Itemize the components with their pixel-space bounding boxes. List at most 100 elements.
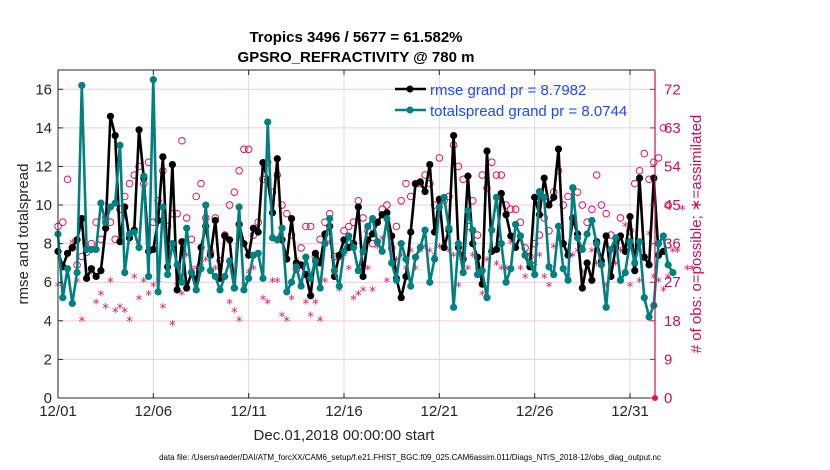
totalspread-point [450,303,458,311]
possible-obs-point [559,201,568,209]
totalspread-point [497,240,505,248]
totalspread-point [97,199,105,207]
totalspread-point [307,274,315,282]
assimilated-obs-point: * [651,272,658,287]
totalspread-point [454,240,462,248]
totalspread-point [469,226,477,234]
totalspread-point [221,272,229,281]
y-tick-label: 12 [35,158,52,175]
x-tick-label: 12/21 [421,403,459,420]
possible-obs-point [182,214,191,222]
assimilated-obs-point: * [636,276,643,291]
totalspread-point [573,234,582,242]
totalspread-point [426,278,434,286]
totalspread-point [68,299,76,308]
rmse-point [135,126,143,134]
possible-obs-point [588,205,596,214]
y-tick-label: 16 [35,81,52,98]
assimilated-obs-point: * [627,281,634,296]
rmse-point [287,214,296,223]
totalspread-point [230,284,238,292]
rmse-point [221,232,229,240]
totalspread-point [516,232,524,240]
rmse-point [168,160,176,169]
rmse-point [68,243,76,252]
totalspread-point [335,282,343,290]
totalspread-point [297,282,305,290]
assimilated-obs-point: * [307,311,314,326]
assimilated-obs-point: * [203,255,210,270]
assimilated-obs-point: * [274,276,281,291]
right-y-tick-label: 72 [664,81,681,98]
assimilated-obs-point: * [326,238,333,253]
assimilated-obs-point: * [160,302,167,317]
legend-totalspread-label: totalspread grand pr = 8.0744 [430,103,627,120]
assimilated-obs-point: * [603,281,610,296]
possible-obs-point [664,201,672,209]
assimilated-obs-point: * [479,289,486,304]
x-tick-label: 12/26 [516,403,554,420]
possible-obs-point [297,244,305,252]
totalspread-point [278,224,286,232]
assimilated-obs-point: * [131,272,138,287]
rmse-point [178,238,186,246]
totalspread-point [254,249,262,257]
totalspread-point [292,263,300,271]
rmse-point [106,112,115,120]
assimilated-obs-point: * [179,289,186,304]
assimilated-obs-point: * [455,281,462,296]
possible-obs-point [58,218,67,227]
assimilated-obs-point: * [350,293,357,308]
totalspread-point [73,268,81,277]
totalspread-point [340,247,348,255]
assimilated-obs-point: * [593,259,600,274]
totalspread-point [535,187,544,196]
totalspread-point [349,243,358,252]
assimilated-obs-point: * [117,302,124,317]
rmse-point [492,245,501,254]
totalspread-point [511,220,520,228]
assimilated-obs-point: * [660,285,667,300]
rmse-point [416,178,424,186]
totalspread-point [364,222,372,230]
rmse-point [373,218,381,227]
totalspread-point [235,203,243,211]
rmse-point [502,211,510,219]
assimilated-obs-point: * [141,276,148,291]
rmse-point [645,261,653,269]
totalspread-point [635,238,644,246]
rmse-point [226,236,234,244]
assimilated-obs-point: * [284,315,291,330]
totalspread-point [478,267,486,275]
possible-obs-point [302,222,310,231]
assimilated-obs-point: * [670,246,677,261]
totalspread-point [154,288,162,296]
y-axis-label-right: # of obs: o=possible; ∗=assimilated [688,115,705,354]
totalspread-series [54,76,677,321]
assimilated-obs-point: * [64,251,71,266]
rmse-point [383,209,391,217]
rmse-point [507,232,515,240]
rmse-point [273,155,281,163]
possible-obs-point [197,179,205,188]
totalspread-point [402,255,410,263]
assimilated-obs-point: * [322,276,329,291]
rmse-point [254,228,262,236]
totalspread-point [559,265,567,273]
legend-totalspread-marker [406,106,414,114]
assimilated-obs-point: * [303,298,310,313]
totalspread-point [121,268,129,277]
rmse-point [116,238,124,246]
totalspread-point [211,272,219,281]
totalspread-point [407,282,415,290]
possible-obs-point [635,166,644,175]
assimilated-obs-point: * [465,263,472,278]
totalspread-point [135,243,143,252]
totalspread-point [421,226,429,234]
assimilated-obs-point: * [398,251,405,266]
rmse-point [63,249,72,257]
totalspread-point [616,276,625,284]
rmse-point [550,193,558,201]
assimilated-obs-point: * [407,246,414,261]
assimilated-obs-point: * [150,281,157,296]
